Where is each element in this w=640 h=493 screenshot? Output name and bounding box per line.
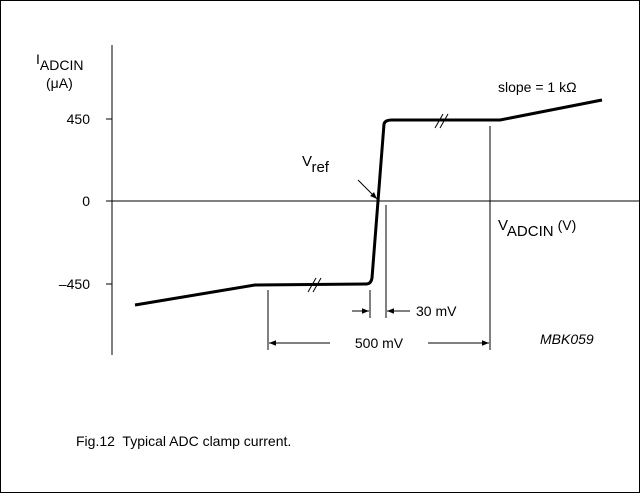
y-label-main: I xyxy=(36,51,40,67)
break xyxy=(307,277,317,293)
x-label-sub: ADCIN xyxy=(507,223,554,240)
break xyxy=(312,277,322,293)
tick-label: 0 xyxy=(82,193,90,209)
break xyxy=(434,113,444,129)
x-label-unit: (V) xyxy=(558,217,577,233)
vref-sub: ref xyxy=(311,159,329,176)
y-label: IADCIN xyxy=(36,51,83,73)
vref-arrow xyxy=(357,179,378,200)
vref-label: Vref xyxy=(302,153,330,176)
break xyxy=(439,113,449,129)
dim-small-label: 30 mV xyxy=(416,303,457,319)
vref-main: V xyxy=(302,153,312,170)
x-label-main: V xyxy=(498,217,508,234)
curve xyxy=(134,98,603,307)
slope-label: slope = 1 kΩ xyxy=(498,79,577,95)
dim-large-label: 500 mV xyxy=(355,335,404,351)
x-label: VADCIN (V) xyxy=(498,217,576,240)
figure-code: MBK059 xyxy=(540,331,594,347)
tick-label: 450 xyxy=(67,111,91,127)
caption: Fig.12 Typical ADC clamp current. xyxy=(76,433,291,449)
y-unit: (μA) xyxy=(46,75,73,91)
y-label-sub: ADCIN xyxy=(40,57,84,73)
tick-label: –450 xyxy=(59,276,90,292)
